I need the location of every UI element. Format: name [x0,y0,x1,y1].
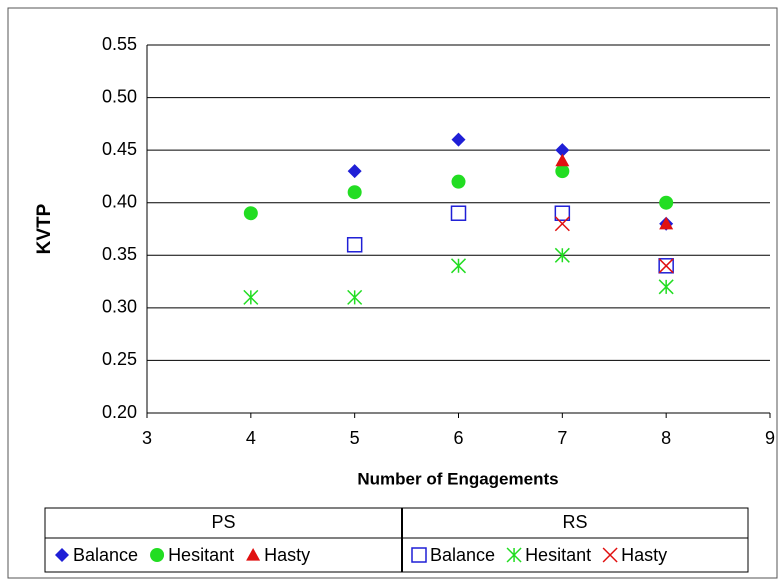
legend-label: Hesitant [168,545,234,565]
y-tick-label: 0.45 [102,139,137,159]
marker-diamond [55,548,69,562]
marker-triangle [659,216,674,230]
x-tick-label: 5 [350,428,360,448]
marker-circle [150,548,165,562]
marker-triangle [555,153,570,167]
y-tick-label: 0.50 [102,86,137,106]
marker-asterisk [658,279,674,295]
x-tick-label: 7 [557,428,567,448]
x-tick-label: 4 [246,428,256,448]
marker-asterisk [554,247,570,263]
y-tick-label: 0.35 [102,244,137,264]
legend-label: Hasty [621,545,667,565]
y-axis-label: KVTP [34,203,55,254]
legend-box [44,507,749,573]
y-tick-label: 0.30 [102,297,137,317]
legend-label: Balance [430,545,495,565]
marker-square [450,205,467,221]
marker-circle [555,164,570,179]
x-tick-label: 3 [142,428,152,448]
marker-triangle [246,548,261,561]
marker-asterisk [243,289,259,305]
x-axis-label: Number of Engagements [357,469,558,488]
x-tick-label: 9 [765,428,775,448]
y-tick-label: 0.40 [102,191,137,211]
y-tick-label: 0.55 [102,34,137,54]
x-tick-label: 6 [453,428,463,448]
y-tick-label: 0.20 [102,402,137,422]
marker-diamond [555,143,570,158]
legend-label: Hasty [264,545,310,565]
marker-square [411,547,427,563]
marker-circle [243,206,258,221]
marker-asterisk [347,289,363,305]
x-tick-label: 8 [661,428,671,448]
marker-circle [659,195,674,210]
y-tick-label: 0.25 [102,349,137,369]
legend-group-label: PS [211,512,235,532]
marker-diamond [451,132,466,147]
marker-circle [347,185,362,200]
marker-diamond [347,164,362,179]
legend-label: Hesitant [525,545,591,565]
marker-square [554,205,571,221]
legend-label: Balance [73,545,138,565]
marker-square [346,237,363,253]
marker-x [658,258,674,274]
chart-border [7,7,778,579]
marker-asterisk [450,258,467,274]
marker-x [602,547,618,563]
marker-x [554,216,570,232]
marker-circle [451,174,466,189]
marker-asterisk [506,547,522,563]
legend-group-label: RS [562,512,587,532]
